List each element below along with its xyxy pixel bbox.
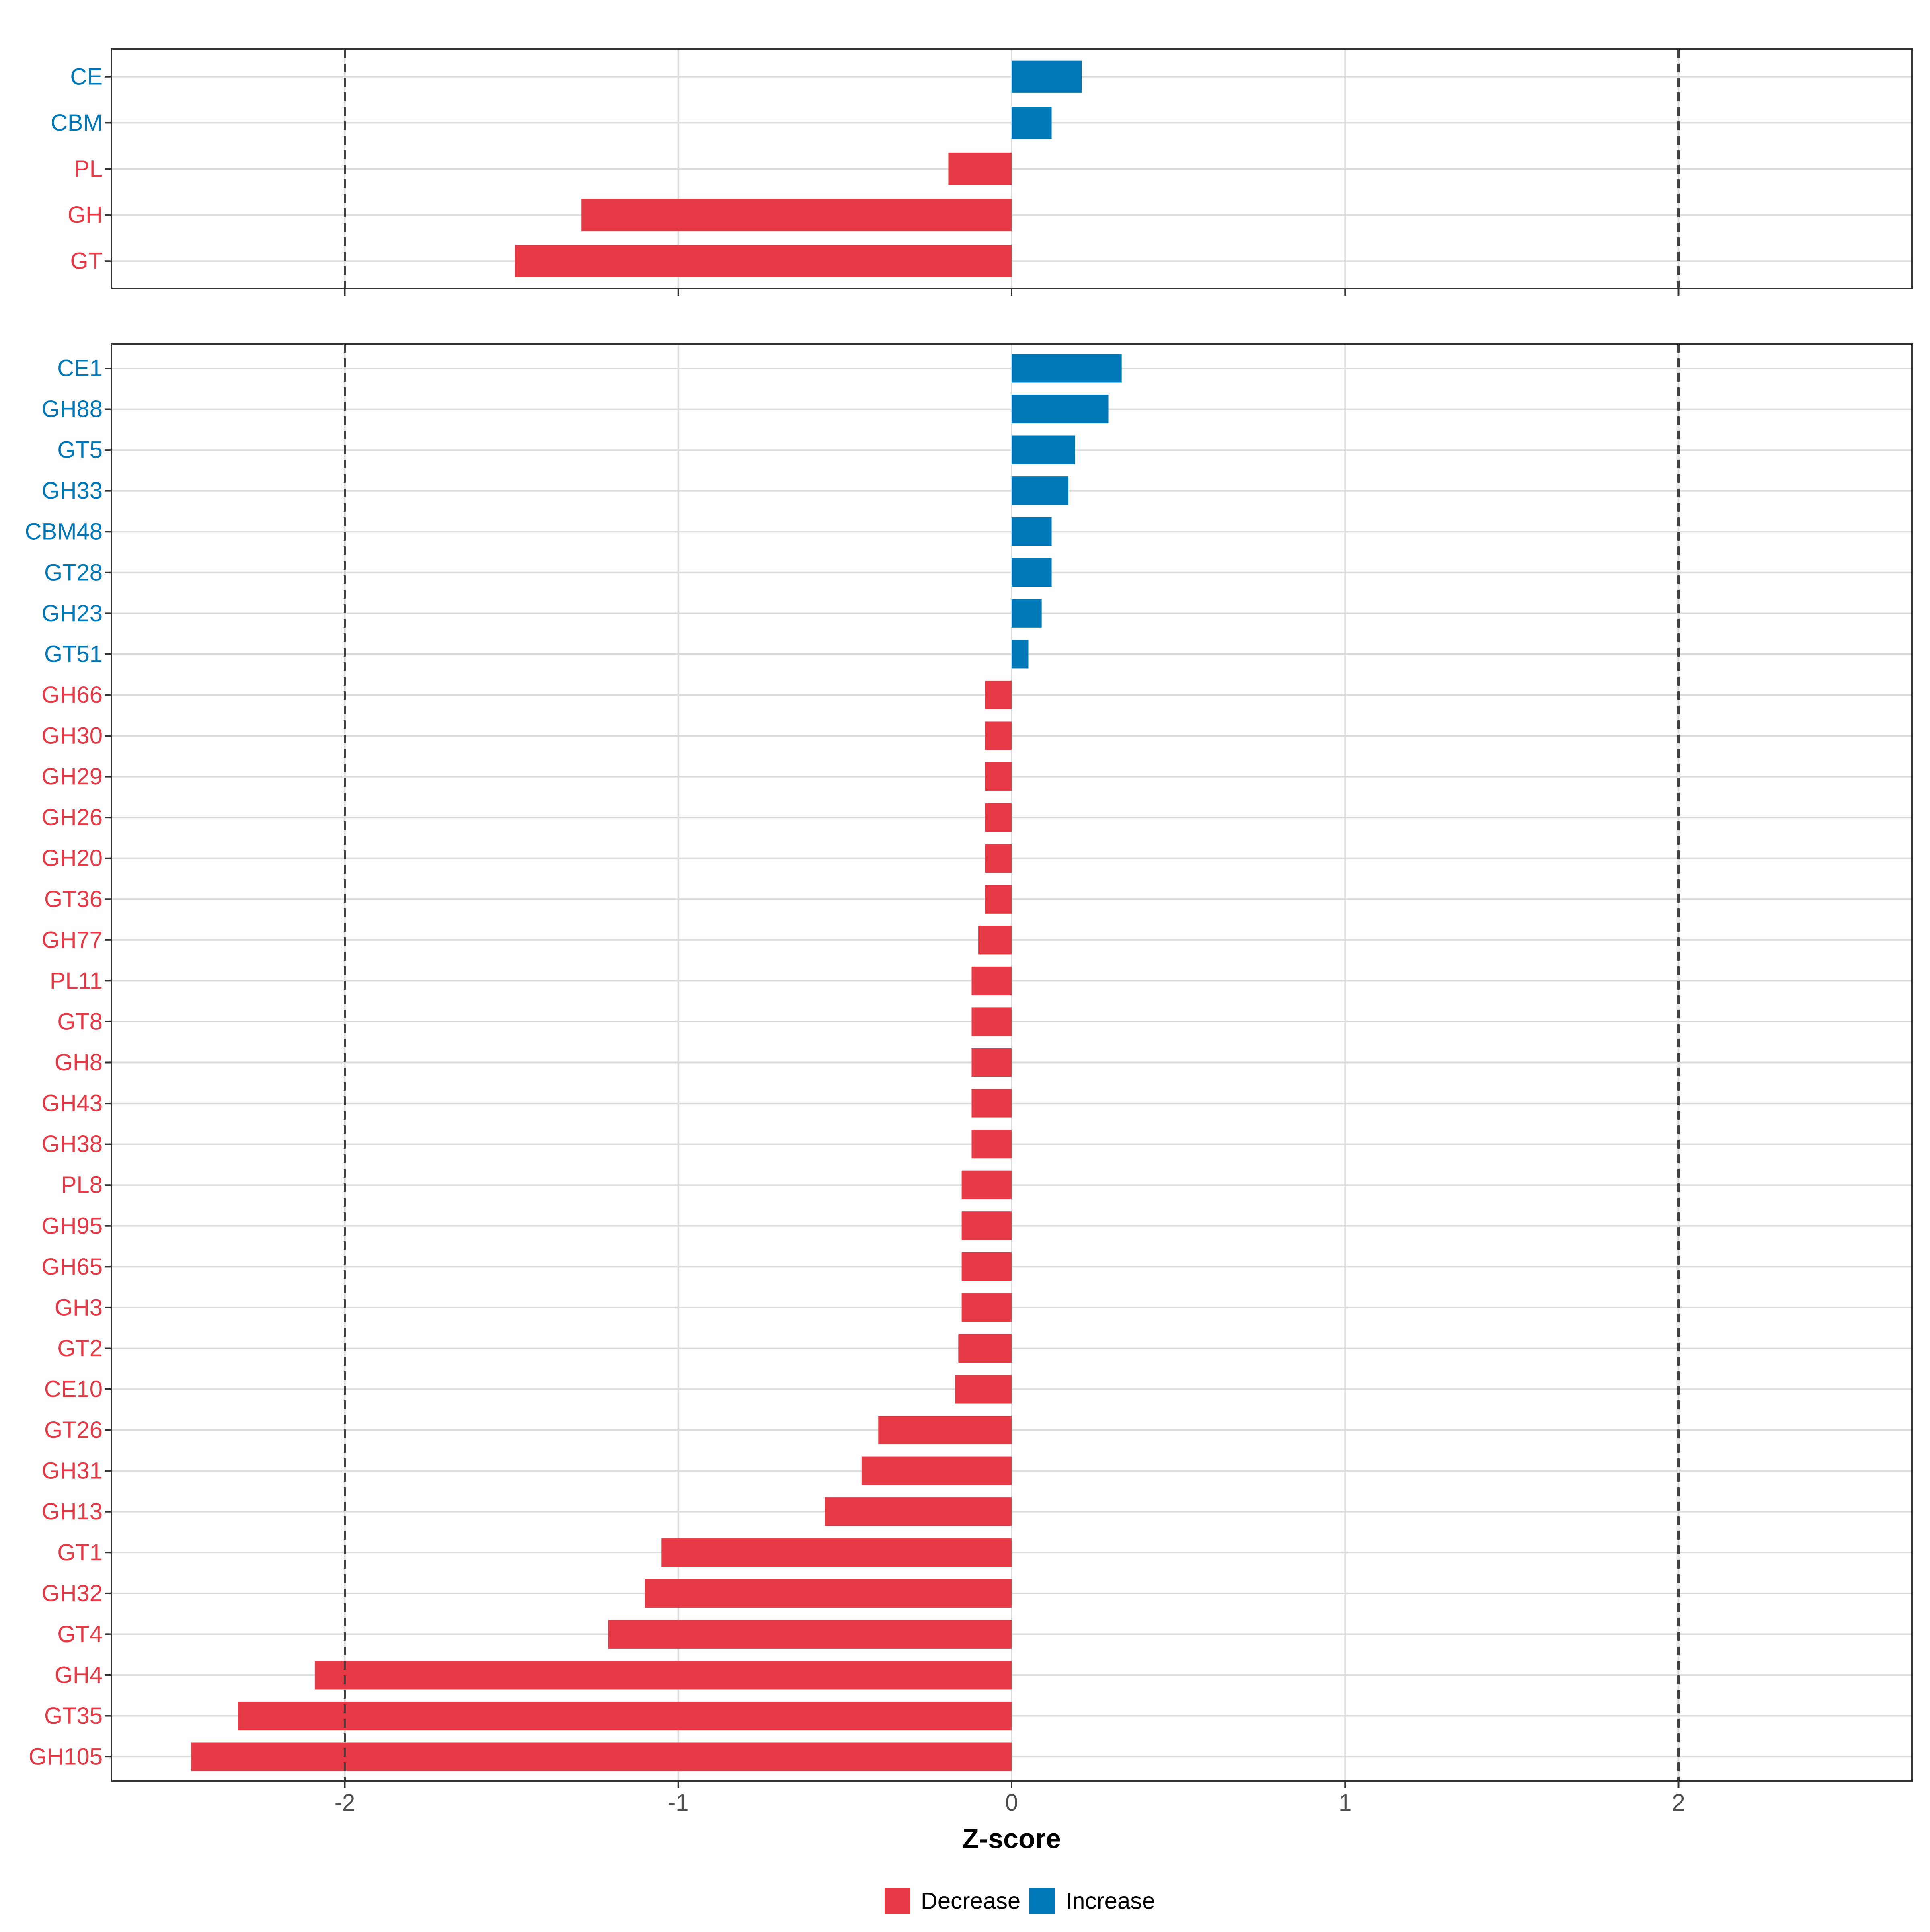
legend-label-increase: Increase [1066,1888,1155,1914]
category-label-GH88: GH88 [41,396,103,422]
bar-GH88 [1012,394,1109,424]
category-label-GH77: GH77 [41,927,103,953]
category-label-GH105: GH105 [29,1744,103,1770]
category-label-GH38: GH38 [41,1131,103,1157]
category-label-GH3: GH3 [55,1294,103,1320]
bar-GT [515,245,1012,277]
x-tick-label: 0 [1005,1790,1018,1816]
category-label-PL: PL [74,156,103,182]
bar-GH66 [985,680,1012,709]
category-label-PL11: PL11 [50,968,103,994]
category-label-GT36: GT36 [44,886,103,912]
bar-PL11 [971,966,1012,995]
category-label-GH8: GH8 [55,1049,103,1076]
category-label-PL8: PL8 [61,1172,103,1198]
category-label-CE1: CE1 [57,355,103,381]
category-label-GH33: GH33 [41,478,103,504]
bar-GH23 [1012,599,1042,628]
bar-GH20 [985,844,1012,873]
category-label-CE10: CE10 [44,1376,103,1402]
bar-CBM48 [1012,517,1052,546]
bar-GH65 [961,1252,1012,1281]
category-label-GH20: GH20 [41,845,103,871]
bar-PL [948,152,1012,185]
category-label-GH65: GH65 [41,1254,103,1280]
bar-GH [581,199,1012,231]
bottom-panel: CE1 GH88 GT5 GH33 CBM48 GT28 GH23 GT51 GH66 GH30 G… [25,343,1913,1788]
bar-GH32 [645,1579,1012,1608]
category-label-GH31: GH31 [41,1458,103,1484]
bar-GH43 [971,1089,1012,1118]
bar-GH95 [961,1211,1012,1240]
legend: Decrease Increase [885,1888,1155,1914]
bar-GH105 [191,1742,1012,1771]
category-label-GH: GH [68,202,103,228]
x-tick-label: -2 [335,1790,355,1816]
bar-GT36 [985,885,1012,914]
bar-GT26 [878,1416,1012,1445]
bar-GH26 [985,803,1012,832]
category-label-GT: GT [70,248,103,274]
bar-GT51 [1012,640,1029,669]
category-label-GT5: GT5 [57,437,103,463]
x-axis: -2 -1 0 1 2 Z-score [335,1790,1685,1854]
x-tick-label: -1 [668,1790,689,1816]
legend-swatch-increase [1029,1888,1055,1914]
bar-GH33 [1012,476,1068,505]
category-label-GH66: GH66 [41,682,103,708]
bar-CBM [1012,107,1052,139]
bar-GT2 [958,1334,1012,1363]
bar-GH77 [978,926,1012,955]
category-label-GT2: GT2 [57,1335,103,1361]
category-label-CBM48: CBM48 [25,519,103,545]
x-tick-label: 1 [1339,1790,1351,1816]
bar-GT28 [1012,558,1052,587]
bar-GH30 [985,721,1012,750]
bar-GH3 [961,1293,1012,1322]
bar-GH38 [971,1130,1012,1159]
category-label-GT4: GT4 [57,1621,103,1647]
category-label-GT8: GT8 [57,1008,103,1035]
bar-PL8 [961,1170,1012,1199]
legend-label-decrease: Decrease [921,1888,1020,1914]
category-label-GH43: GH43 [41,1090,103,1117]
category-label-GT26: GT26 [44,1417,103,1443]
bar-GH31 [861,1456,1012,1485]
bar-GT4 [608,1620,1012,1649]
bar-CE1 [1012,354,1122,383]
bar-GT35 [238,1701,1012,1731]
bar-GH8 [971,1048,1012,1077]
bar-GH4 [314,1661,1012,1690]
bar-GH29 [985,762,1012,791]
category-label-GH13: GH13 [41,1499,103,1525]
legend-swatch-decrease [885,1888,910,1914]
category-label-GT1: GT1 [57,1540,103,1566]
category-label-GH30: GH30 [41,723,103,749]
category-label-GH29: GH29 [41,764,103,790]
category-label-GH95: GH95 [41,1213,103,1239]
category-label-CE: CE [70,64,103,90]
category-label-CBM: CBM [51,110,103,136]
category-label-GH32: GH32 [41,1580,103,1606]
bar-GT1 [661,1538,1012,1567]
x-axis-title: Z-score [962,1823,1061,1854]
bar-GT5 [1012,435,1075,464]
category-label-GT35: GT35 [44,1703,103,1729]
category-label-GH4: GH4 [55,1662,103,1688]
category-label-GH26: GH26 [41,805,103,831]
top-panel: CE CBM PL GH GT [51,48,1913,296]
bar-CE10 [955,1375,1012,1404]
bar-CE [1012,60,1082,93]
bar-GT8 [971,1007,1012,1036]
category-label-GT51: GT51 [44,641,103,667]
bar-GH13 [825,1497,1012,1526]
category-label-GT28: GT28 [44,559,103,585]
category-label-GH23: GH23 [41,600,103,626]
x-tick-label: 2 [1672,1790,1685,1816]
